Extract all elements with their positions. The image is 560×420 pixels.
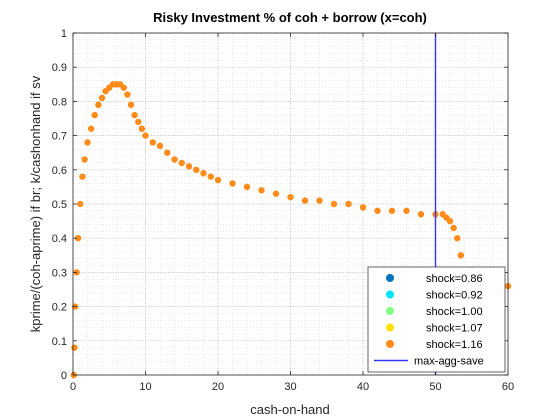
x-tick-label: 10 <box>139 381 151 393</box>
legend-box <box>367 266 506 373</box>
data-point <box>138 125 146 132</box>
data-point <box>74 235 82 242</box>
data-point <box>200 170 207 177</box>
legend-marker <box>386 323 394 332</box>
data-point <box>98 94 106 102</box>
data-point <box>124 91 131 98</box>
legend-marker <box>386 340 394 348</box>
data-point <box>164 149 171 156</box>
data-point <box>359 204 367 211</box>
data-point <box>457 252 465 259</box>
y-tick-label: 0.4 <box>52 233 67 245</box>
x-tick-label: 60 <box>502 381 514 393</box>
y-tick-labels: 0 0.1 0.2 0.3 0.4 0.5 0.6 0.7 0.8 0.9 1 <box>52 28 67 382</box>
data-point <box>84 139 91 146</box>
data-point <box>95 101 102 109</box>
data-point <box>171 156 178 163</box>
data-point <box>316 197 323 204</box>
data-point <box>87 125 95 132</box>
y-tick-label: 0.8 <box>52 96 67 108</box>
y-tick-label: 0.2 <box>52 302 67 314</box>
data-point <box>243 183 251 191</box>
data-point <box>446 217 454 225</box>
data-point <box>149 139 156 146</box>
legend-marker <box>386 274 394 282</box>
data-point <box>81 156 88 163</box>
x-axis-label: cash-on-hand <box>250 402 330 417</box>
x-tick-label: 50 <box>429 381 441 393</box>
data-point <box>229 180 236 187</box>
data-point <box>77 200 84 208</box>
legend: shock=0.86 shock=0.92 shock=1.00 shock=1.07… <box>367 266 506 373</box>
data-point <box>142 132 149 139</box>
data-point <box>454 235 461 242</box>
data-point <box>374 207 381 215</box>
data-point <box>135 118 142 126</box>
legend-label: max-agg-save <box>414 356 484 368</box>
y-tick-label: 0.6 <box>52 165 67 177</box>
legend-marker <box>386 290 394 299</box>
data-point <box>301 197 309 204</box>
data-point <box>120 84 127 91</box>
data-point <box>79 173 86 180</box>
data-point <box>330 200 338 208</box>
data-point <box>214 176 222 184</box>
x-tick-label: 0 <box>70 381 76 393</box>
legend-label: shock=1.16 <box>426 339 483 351</box>
data-point <box>178 159 185 167</box>
y-tick-label: 0.1 <box>52 336 67 348</box>
x-tick-label: 20 <box>212 381 224 393</box>
legend-label: shock=0.92 <box>426 290 483 302</box>
legend-label: shock=0.86 <box>426 273 483 285</box>
chart-title: Risky Investment % of coh + borrow (x=co… <box>153 10 427 25</box>
y-tick-label: 0.9 <box>52 62 67 74</box>
data-point <box>156 142 164 150</box>
x-tick-labels: 0 10 20 30 40 50 60 <box>70 381 514 393</box>
data-point <box>71 344 78 351</box>
data-point <box>403 207 410 215</box>
x-tick-label: 30 <box>284 381 296 393</box>
legend-marker <box>386 307 394 315</box>
data-point <box>345 200 352 208</box>
data-point <box>127 101 135 109</box>
data-point <box>207 173 214 180</box>
data-point <box>91 111 98 119</box>
data-point <box>272 190 280 197</box>
y-tick-label: 1 <box>61 28 67 40</box>
data-point <box>287 193 294 201</box>
legend-label: shock=1.07 <box>426 323 483 335</box>
legend-label: shock=1.00 <box>426 306 483 318</box>
y-axis-label: kprime/(coh-aprime) if br; k/cashonhand … <box>28 75 43 332</box>
data-point <box>388 207 396 215</box>
data-point <box>193 166 200 173</box>
y-tick-label: 0 <box>61 370 67 382</box>
data-point <box>258 187 265 194</box>
data-point <box>131 111 138 119</box>
y-tick-label: 0.5 <box>52 199 67 211</box>
data-point <box>185 163 193 170</box>
y-tick-label: 0.3 <box>52 267 67 279</box>
data-point <box>417 211 425 218</box>
x-tick-label: 40 <box>357 381 369 393</box>
y-tick-label: 0.7 <box>52 131 67 143</box>
data-point <box>450 224 457 232</box>
